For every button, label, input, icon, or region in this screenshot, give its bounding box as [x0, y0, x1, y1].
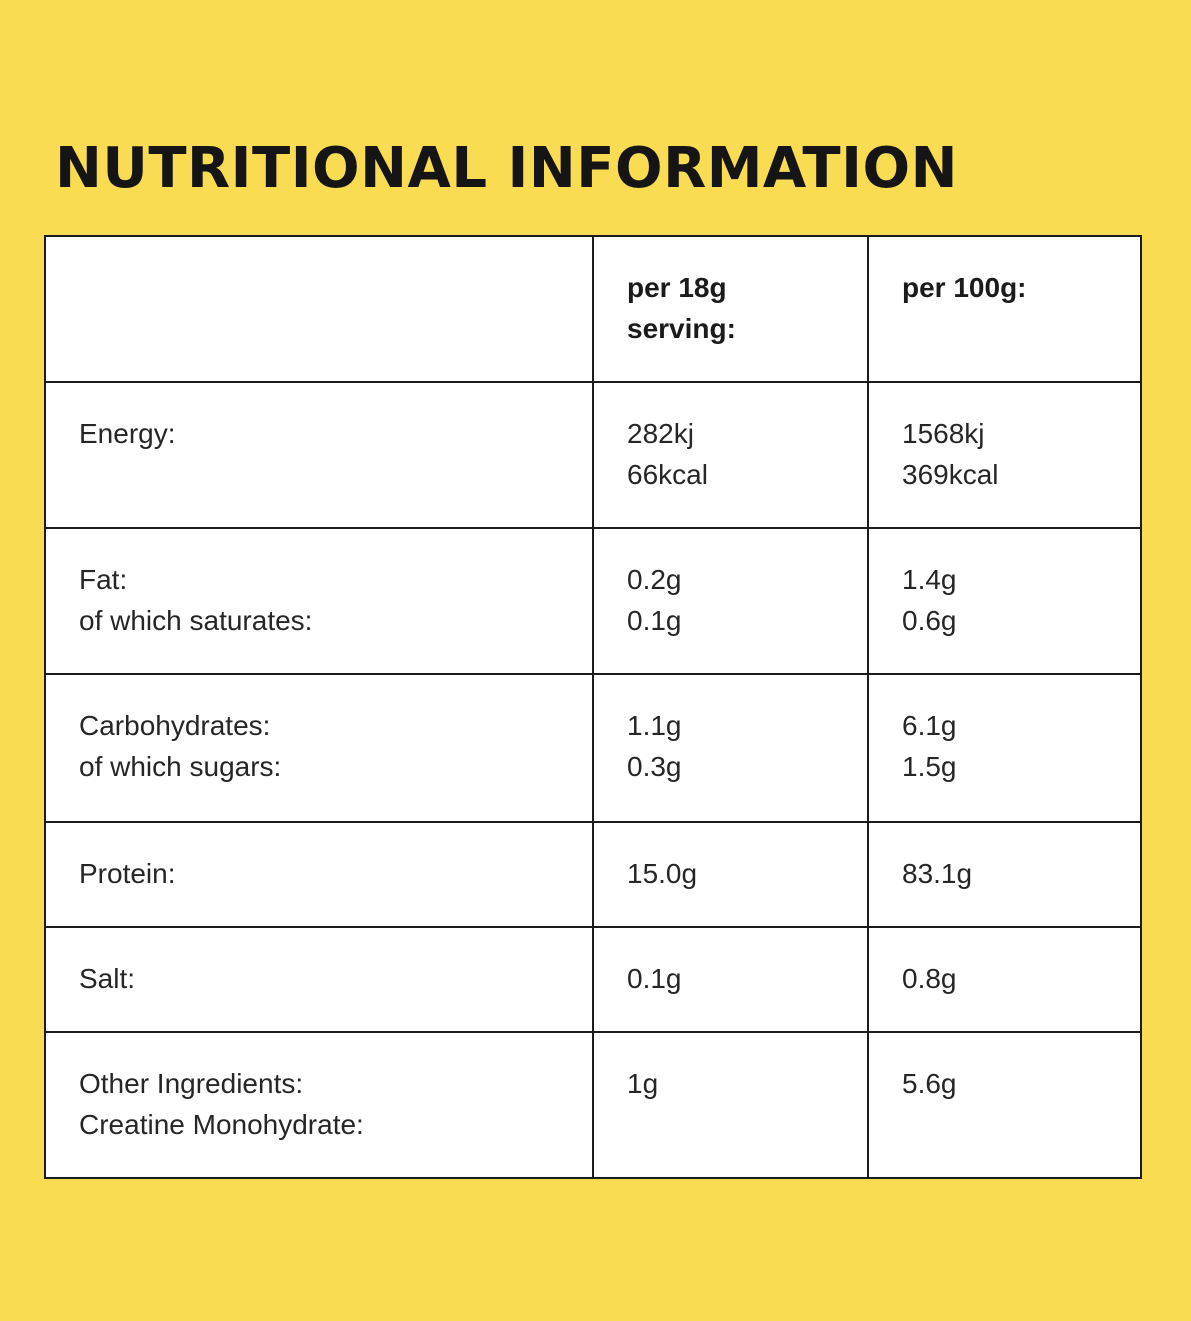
serving-value: 1.1g: [627, 710, 682, 741]
per100g-value: 5.6g: [902, 1068, 957, 1099]
header-per-serving-line1: per 18g: [627, 272, 727, 303]
row-sublabel: Creatine Monohydrate:: [79, 1109, 364, 1140]
header-per-serving-line2: serving:: [627, 313, 736, 344]
per100g-value: 369kcal: [902, 459, 999, 490]
header-cell-per-100g: per 100g:: [867, 235, 1142, 383]
header-per-100g-label: per 100g:: [902, 272, 1027, 303]
per100g-value: 83.1g: [902, 858, 973, 889]
row-per100g-cell: 6.1g 1.5g: [867, 673, 1142, 823]
table-row-protein: Protein: 15.0g 83.1g: [44, 821, 1142, 928]
per100g-value: 0.6g: [902, 605, 957, 636]
row-serving-cell: 0.2g 0.1g: [592, 527, 869, 675]
row-serving-cell: 282kj 66kcal: [592, 381, 869, 529]
per100g-value: 1.4g: [902, 564, 957, 595]
table-header-row: per 18g serving: per 100g:: [44, 235, 1142, 383]
row-sublabel: of which sugars:: [79, 751, 282, 782]
table-row-fat: Fat: of which saturates: 0.2g 0.1g 1.4g …: [44, 527, 1142, 675]
row-per100g-cell: 5.6g: [867, 1031, 1142, 1179]
row-label: Salt:: [79, 963, 136, 994]
row-sublabel: of which saturates:: [79, 605, 313, 636]
row-label: Fat:: [79, 564, 128, 595]
row-serving-cell: 0.1g: [592, 926, 869, 1033]
table-row-carbohydrates: Carbohydrates: of which sugars: 1.1g 0.3…: [44, 673, 1142, 823]
serving-value: 0.2g: [627, 564, 682, 595]
table-row-salt: Salt: 0.1g 0.8g: [44, 926, 1142, 1033]
row-per100g-cell: 1568kj 369kcal: [867, 381, 1142, 529]
serving-value: 66kcal: [627, 459, 708, 490]
serving-value: 0.1g: [627, 963, 682, 994]
per100g-value: 1568kj: [902, 418, 985, 449]
header-cell-per-serving: per 18g serving:: [592, 235, 869, 383]
serving-value: 0.3g: [627, 751, 682, 782]
row-label-cell: Fat: of which saturates:: [44, 527, 594, 675]
nutrition-table: per 18g serving: per 100g: Energy: 282kj…: [44, 235, 1142, 1179]
row-serving-cell: 1.1g 0.3g: [592, 673, 869, 823]
per100g-value: 0.8g: [902, 963, 957, 994]
row-serving-cell: 1g: [592, 1031, 869, 1179]
per100g-value: 6.1g: [902, 710, 957, 741]
table-row-energy: Energy: 282kj 66kcal 1568kj 369kcal: [44, 381, 1142, 529]
row-serving-cell: 15.0g: [592, 821, 869, 928]
row-label-cell: Protein:: [44, 821, 594, 928]
row-label-cell: Carbohydrates: of which sugars:: [44, 673, 594, 823]
row-per100g-cell: 1.4g 0.6g: [867, 527, 1142, 675]
row-label-cell: Energy:: [44, 381, 594, 529]
row-per100g-cell: 0.8g: [867, 926, 1142, 1033]
header-cell-empty: [44, 235, 594, 383]
row-label-cell: Other Ingredients: Creatine Monohydrate:: [44, 1031, 594, 1179]
row-label: Carbohydrates:: [79, 710, 271, 741]
serving-value: 1g: [627, 1068, 659, 1099]
serving-value: 282kj: [627, 418, 694, 449]
table-row-other-ingredients: Other Ingredients: Creatine Monohydrate:…: [44, 1031, 1142, 1179]
row-label: Energy:: [79, 418, 176, 449]
row-label-cell: Salt:: [44, 926, 594, 1033]
serving-value: 15.0g: [627, 858, 698, 889]
page-title: NUTRITIONAL INFORMATION: [55, 135, 958, 201]
row-label: Protein:: [79, 858, 176, 889]
per100g-value: 1.5g: [902, 751, 957, 782]
row-per100g-cell: 83.1g: [867, 821, 1142, 928]
row-label: Other Ingredients:: [79, 1068, 304, 1099]
serving-value: 0.1g: [627, 605, 682, 636]
